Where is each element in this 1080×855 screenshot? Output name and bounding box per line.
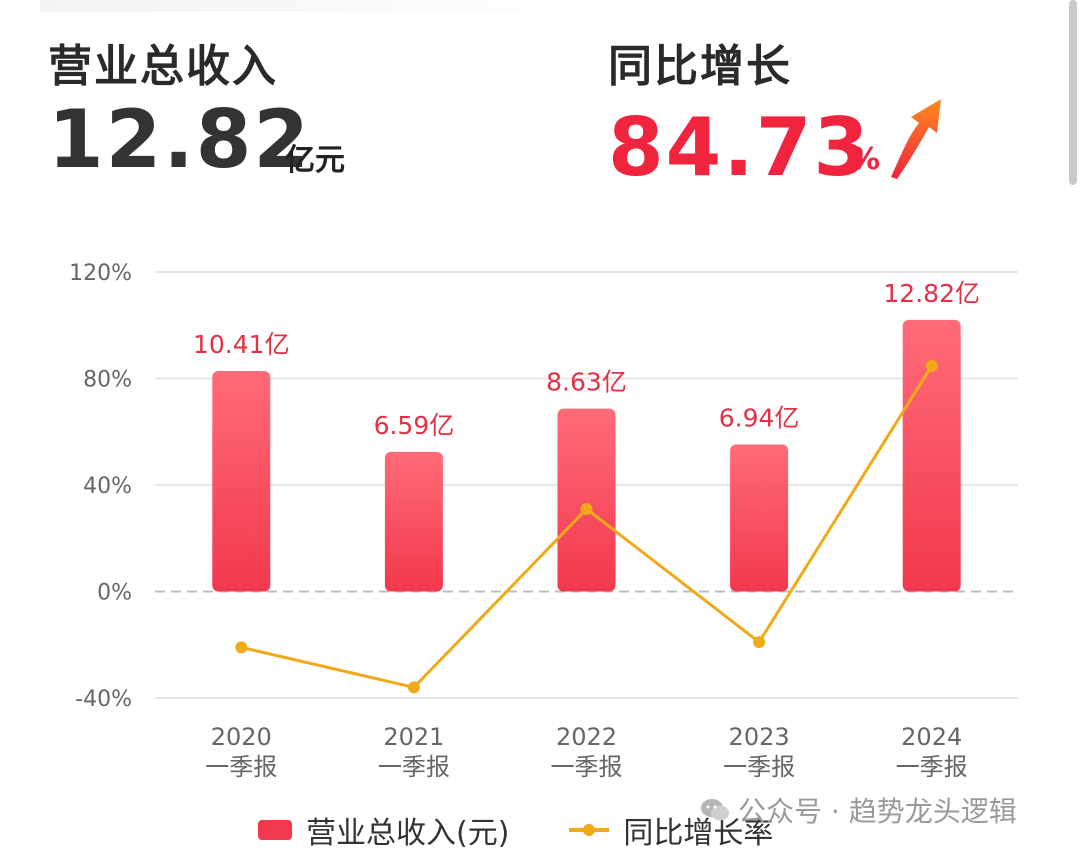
legend-label-yoy: 同比增长率 [623, 816, 774, 851]
yoy-unit: % [850, 142, 881, 177]
legend-item-yoy[interactable]: 同比增长率 [569, 808, 773, 852]
data-label: 12.82亿 [883, 279, 980, 308]
data-label: 6.94亿 [719, 403, 800, 432]
wechat-icon [701, 799, 729, 821]
legend-bar-swatch [258, 820, 292, 840]
data-label: 10.41亿 [193, 330, 290, 359]
bar [212, 370, 271, 592]
watermark-text: 公众号 · 趋势龙头逻辑 [738, 795, 1017, 828]
y-tick-label: -40% [75, 687, 132, 712]
growth-point [235, 641, 248, 654]
scrollbar[interactable] [1069, 0, 1077, 185]
growth-point [407, 681, 420, 694]
x-tick-label: 2024 一季报 [896, 723, 968, 781]
growth-point [925, 359, 938, 372]
legend-item-revenue[interactable]: 营业总收入(元) [258, 808, 509, 852]
bar [730, 444, 789, 592]
bar [557, 408, 616, 592]
revenue-value: 12.82 [48, 93, 312, 186]
y-tick-label: 0% [97, 581, 132, 606]
yoy-value: 84.73 [608, 101, 872, 194]
data-label: 8.63亿 [546, 368, 627, 397]
bar [384, 451, 443, 592]
x-tick-label: 2020 一季报 [205, 723, 277, 781]
top-fade [40, 0, 600, 12]
x-tick-label: 2022 一季报 [551, 723, 623, 781]
x-tick-label: 2023 一季报 [723, 723, 795, 781]
x-tick-label: 2021 一季报 [378, 723, 450, 781]
legend: 营业总收入(元) 同比增长率 [258, 808, 833, 852]
y-tick-label: 120% [69, 261, 132, 286]
growth-point [753, 636, 766, 649]
revenue-label: 营业总收入 [48, 41, 278, 92]
up-arrow-icon [891, 99, 941, 179]
y-tick-label: 40% [83, 474, 132, 499]
chart: 120% 80% 40% 0% -40% 10.41亿 6.59亿 8.63亿 6.94亿 12.… [69, 261, 1018, 781]
yoy-label: 同比增长 [608, 41, 792, 92]
revenue-unit: 亿元 [285, 143, 345, 178]
legend-label-revenue: 营业总收入(元) [306, 816, 510, 851]
data-label: 6.59亿 [374, 411, 455, 440]
watermark: 公众号 · 趋势龙头逻辑 [700, 790, 1017, 830]
legend-line-swatch [569, 824, 610, 836]
growth-point [580, 502, 593, 515]
y-tick-label: 80% [83, 368, 132, 393]
